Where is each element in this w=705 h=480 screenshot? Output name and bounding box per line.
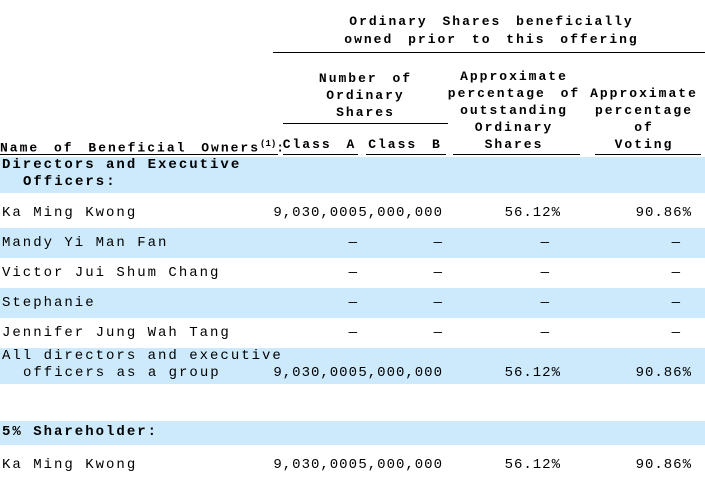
class-b-shares: 5,000,000 xyxy=(358,457,443,473)
rule-under-class-a xyxy=(283,154,358,155)
group-header-ordinary-shares: Ordinary Shares beneficially owned prior… xyxy=(344,14,639,47)
class-a-shares: 9,030,000 xyxy=(273,365,358,381)
table-row-section-5pct-shareholder: 5% Shareholder: xyxy=(0,421,705,445)
class-a-shares: 9,030,000 xyxy=(273,205,358,221)
class-b-shares: 5,000,000 xyxy=(358,205,443,221)
table-row-mandy-yi-man-fan: Mandy Yi Man Fan — — — — xyxy=(0,228,705,258)
pct-outstanding: — xyxy=(540,235,550,251)
column-header-number-of-ordinary-shares: Number of Ordinary Shares xyxy=(318,71,413,120)
class-b-shares: — xyxy=(433,295,443,311)
class-b-shares: — xyxy=(433,235,443,251)
owner-name: Jennifer Jung Wah Tang xyxy=(2,325,231,341)
owner-name: All directors and executive officers as … xyxy=(2,348,283,381)
class-a-shares: — xyxy=(348,295,358,311)
column-header-class-b: Class B xyxy=(368,137,442,152)
table-row-all-directors-group: All directors and executive officers as … xyxy=(0,348,705,384)
pct-voting-power: 90.86% xyxy=(635,365,692,381)
table-row-jennifer-jung-wah-tang: Jennifer Jung Wah Tang — — — — xyxy=(0,318,705,348)
owner-name: Ka Ming Kwong xyxy=(2,457,138,473)
column-header-pct-voting-power: Approximate percentage of Voting power xyxy=(590,86,698,169)
pct-outstanding: 56.12% xyxy=(504,457,561,473)
rule-under-class-b xyxy=(366,154,446,155)
rule-under-number-header xyxy=(283,123,448,124)
pct-voting-power: — xyxy=(671,235,681,251)
owner-name: Mandy Yi Man Fan xyxy=(2,235,169,251)
name-header-text: Name of Beneficial Owners xyxy=(0,140,261,156)
column-header-pct-outstanding: Approximate percentage of outstanding Or… xyxy=(447,69,581,152)
pct-voting-power: — xyxy=(671,265,681,281)
column-header-name-of-beneficial-owners: Name of Beneficial Owners(1): xyxy=(0,136,290,156)
table-row-stephanie: Stephanie — — — — xyxy=(0,288,705,318)
class-a-shares: 9,030,000 xyxy=(273,457,358,473)
owner-name: Ka Ming Kwong xyxy=(2,205,138,221)
class-a-shares: — xyxy=(348,235,358,251)
pct-voting-power: 90.86% xyxy=(635,205,692,221)
table-row-victor-jui-shum-chang: Victor Jui Shum Chang — — — — xyxy=(0,258,705,288)
pct-voting-power: — xyxy=(671,295,681,311)
rule-under-name-header xyxy=(0,154,278,155)
pct-outstanding: 56.12% xyxy=(504,205,561,221)
pct-voting-power: — xyxy=(671,325,681,341)
class-b-shares: — xyxy=(433,325,443,341)
rule-under-pct-outstanding xyxy=(453,154,580,155)
section-title: Directors and Executive Officers: xyxy=(2,157,242,190)
pct-outstanding: — xyxy=(540,325,550,341)
section-title: 5% Shareholder: xyxy=(2,424,159,440)
table-row-ka-ming-kwong: Ka Ming Kwong 9,030,000 5,000,000 56.12%… xyxy=(0,193,705,228)
pct-outstanding: — xyxy=(540,295,550,311)
rule-under-pct-voting xyxy=(595,154,701,155)
pct-voting-power: 90.86% xyxy=(635,457,692,473)
owner-name: Stephanie xyxy=(2,295,96,311)
class-b-shares: — xyxy=(433,265,443,281)
rule-under-group-header xyxy=(273,52,705,53)
pct-outstanding: 56.12% xyxy=(504,365,561,381)
table-row-section-directors-officers: Directors and Executive Officers: xyxy=(0,157,705,193)
class-a-shares: — xyxy=(348,265,358,281)
pct-outstanding: — xyxy=(540,265,550,281)
column-header-class-a: Class A xyxy=(282,137,357,152)
class-a-shares: — xyxy=(348,325,358,341)
owner-name: Victor Jui Shum Chang xyxy=(2,265,221,281)
name-header-footnote-marker: (1) xyxy=(260,139,277,149)
table-row-ka-ming-kwong-5pct: Ka Ming Kwong 9,030,000 5,000,000 56.12%… xyxy=(0,445,705,480)
name-header-colon: : xyxy=(276,140,287,156)
class-b-shares: 5,000,000 xyxy=(358,365,443,381)
